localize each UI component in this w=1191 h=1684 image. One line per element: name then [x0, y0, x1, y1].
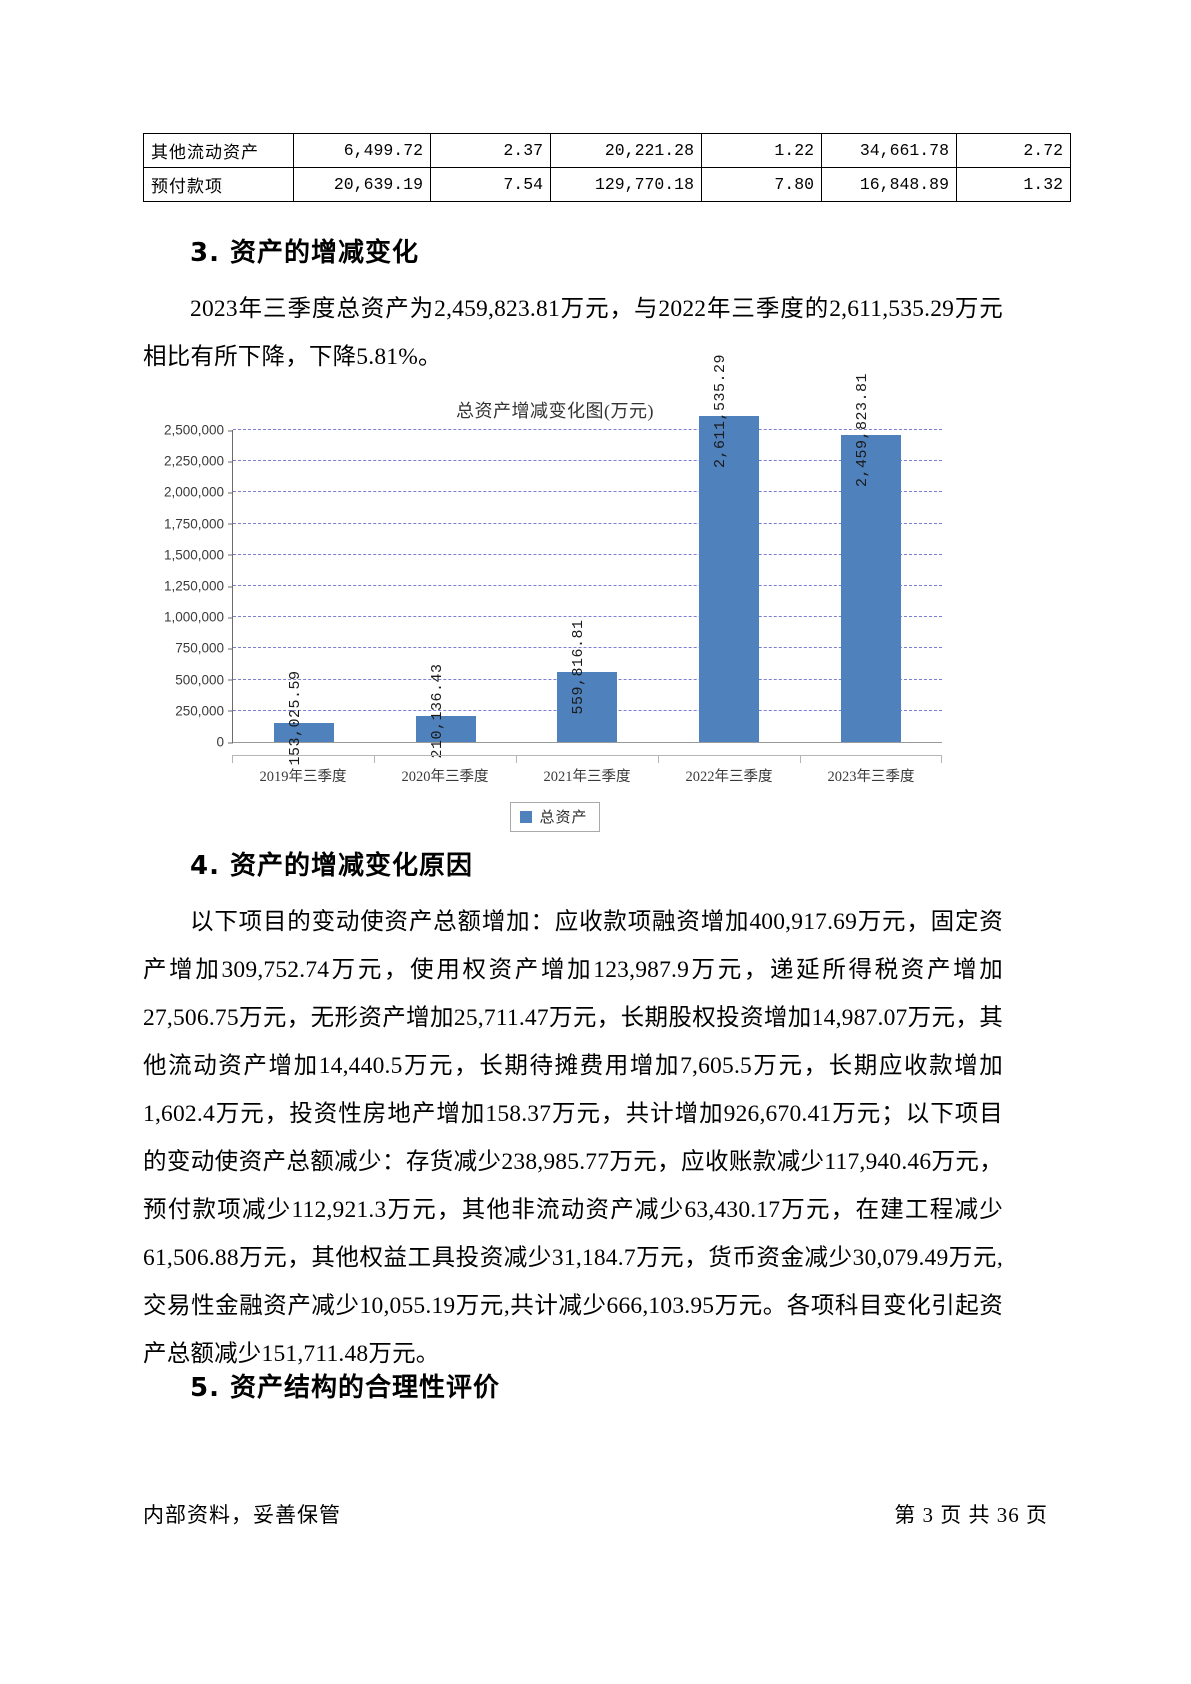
table-cell-value: 20,639.19 [293, 167, 431, 202]
table-cell-value: 1.32 [956, 167, 1071, 202]
chart-gridline: 1,750,000 [164, 516, 942, 531]
chart-x-tick-label: 2023年三季度 [800, 755, 942, 798]
chart-bars: 153,025.59 210,136.43 559,816.81 2,611,535.… [233, 354, 942, 765]
chart-bar-cell: 2,611,535.29 [658, 354, 800, 742]
chart-bar-value-label: 2,611,535.29 [712, 354, 730, 469]
legend-label: 总资产 [539, 810, 588, 826]
chart-y-tick-label: 250,000 [175, 703, 233, 718]
chart-bar: 153,025.59 [273, 670, 334, 765]
legend-swatch-icon [520, 810, 533, 823]
chart-x-axis: 2019年三季度 2020年三季度 2021年三季度 2022年三季度 2023年三季度 [232, 755, 942, 798]
chart-bar-value-label: 2,459,823.81 [854, 373, 872, 488]
chart-bar-cell: 153,025.59 [233, 430, 375, 765]
table-cell-value: 6,499.72 [293, 133, 431, 168]
chart-bar: 210,136.43 [415, 663, 476, 758]
chart-x-tick-label: 2020年三季度 [374, 755, 516, 798]
section-4-paragraph: 以下项目的变动使资产总额增加：应收款项融资增加400,917.69万元，固定资产… [143, 909, 1003, 1367]
chart-y-tick-label: 2,250,000 [164, 454, 234, 469]
chart-bar: 559,816.81 [557, 620, 618, 742]
chart-y-tick-label: 500,000 [175, 672, 233, 687]
chart-bar-cell: 210,136.43 [375, 430, 517, 758]
table-cell-value: 7.54 [430, 167, 551, 202]
chart-bar-value-label: 559,816.81 [570, 619, 588, 715]
chart-bar: 2,611,535.29 [699, 354, 760, 742]
chart-y-tick-label: 1,250,000 [164, 579, 234, 594]
table-cell-value: 2.72 [956, 133, 1071, 168]
table-row: 其他流动资产 6,499.72 2.37 20,221.28 1.22 34,6… [143, 133, 1071, 168]
chart-bar-cell: 559,816.81 [517, 430, 659, 742]
chart-x-tick-label: 2019年三季度 [232, 755, 374, 798]
financial-table: 其他流动资产 6,499.72 2.37 20,221.28 1.22 34,6… [143, 133, 1071, 202]
chart-y-tick-label: 1,000,000 [164, 610, 234, 625]
chart-legend: 总资产 [150, 802, 960, 832]
chart-y-tick-label: 1,750,000 [164, 516, 234, 531]
chart-bar-value-label: 210,136.43 [428, 663, 446, 759]
chart-bar: 2,459,823.81 [841, 373, 902, 742]
table-cell-value: 34,661.78 [821, 133, 957, 168]
chart-gridline: 2,000,000 [164, 485, 942, 500]
chart-y-tick-label: 2,000,000 [164, 485, 234, 500]
table-cell-label: 其他流动资产 [143, 133, 294, 168]
chart-plot-area: 0 250,000 500,000 750,000 1,000,000 1,250,000… [164, 354, 942, 765]
chart-x-tick-label: 2021年三季度 [516, 755, 658, 798]
financial-table-wrapper: 其他流动资产 6,499.72 2.37 20,221.28 1.22 34,6… [143, 133, 1071, 202]
section-heading-4: 4. 资产的增减变化原因 [190, 851, 474, 881]
table-cell-value: 16,848.89 [821, 167, 957, 202]
footer-page-number: 第 3 页 共 36 页 [894, 1503, 1048, 1527]
chart-gridline: 1,500,000 [164, 547, 942, 562]
chart-y-tick-label: 0 [216, 735, 233, 750]
chart-bar-cell: 2,459,823.81 [800, 373, 942, 742]
table-cell-label: 预付款项 [143, 167, 294, 202]
chart-y-tick-label: 1,500,000 [164, 547, 234, 562]
chart-gridline: 2,500,000 [164, 423, 942, 438]
chart-bar-value-label: 153,025.59 [286, 670, 304, 766]
chart-title: 总资产增减变化图(万元) [456, 401, 654, 421]
table-row: 预付款项 20,639.19 7.54 129,770.18 7.80 16,8… [143, 167, 1071, 202]
chart-y-tick-label: 2,500,000 [164, 423, 234, 438]
chart-y-tick-label: 750,000 [175, 641, 233, 656]
table-cell-value: 7.80 [701, 167, 822, 202]
legend-item-total-assets: 总资产 [510, 802, 600, 832]
table-cell-value: 129,770.18 [550, 167, 702, 202]
table-cell-value: 1.22 [701, 133, 822, 168]
total-assets-bar-chart: 总资产增减变化图(万元) 0 250,000 500,000 750,000 1,000… [150, 354, 960, 832]
chart-gridline: 750,000 [175, 641, 942, 656]
section-heading-3: 3. 资产的增减变化 [190, 238, 420, 268]
footer-left-text: 内部资料，妥善保管 [143, 1503, 341, 1527]
section-heading-5: 5. 资产结构的合理性评价 [190, 1373, 501, 1403]
table-cell-value: 20,221.28 [550, 133, 702, 168]
chart-gridline: 1,250,000 [164, 579, 942, 594]
section-3-paragraph: 2023年三季度总资产为2,459,823.81万元，与2022年三季度的2,6… [143, 296, 1003, 370]
chart-x-tick-label: 2022年三季度 [658, 755, 800, 798]
chart-gridline: 2,250,000 [164, 454, 942, 469]
table-cell-value: 2.37 [430, 133, 551, 168]
chart-gridline: 1,000,000 [164, 610, 942, 625]
